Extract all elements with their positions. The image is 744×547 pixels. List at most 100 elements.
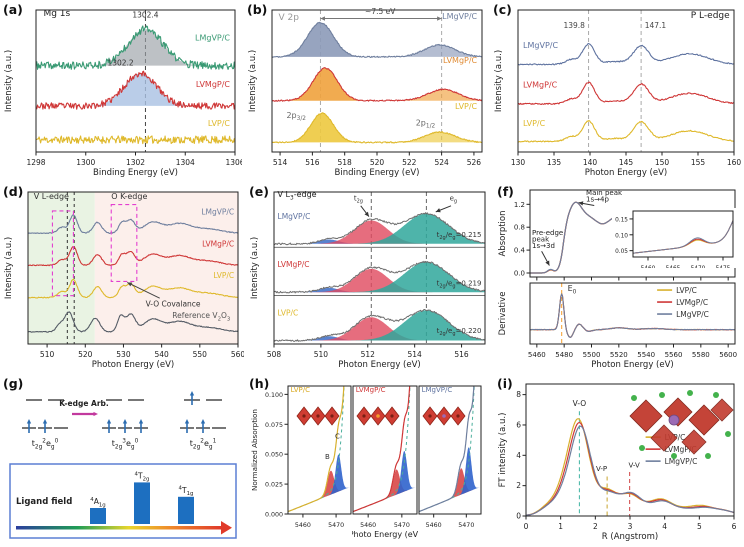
svg-text:5520: 5520 xyxy=(610,351,628,359)
svg-text:5460: 5460 xyxy=(360,522,376,529)
pre-edge-fit-lvpc: 5460 5470 0.000 0.025 0.050 0.075 0.100 Normali… xyxy=(250,385,352,529)
svg-text:Intensity (a.u.): Intensity (a.u.) xyxy=(248,50,258,112)
svg-text:LVP/C: LVP/C xyxy=(291,386,310,394)
panel-a: (a) 1298 1300 1302 1304 1306 Binding Energy (… xyxy=(2,2,242,182)
svg-text:516: 516 xyxy=(454,350,469,359)
svg-text:LVMgP/C: LVMgP/C xyxy=(278,260,310,269)
panel-i: (i) 0 1 2 3 4 5 6 0 2 4 6 8 R (Angstrom) FT intensity… xyxy=(496,376,742,546)
pre-edge-inset-chart: 5460 5465 5470 5475 0.05 0.10 0.15 xyxy=(612,208,736,268)
svg-text:t2g2eg0: t2g2eg0 xyxy=(32,439,59,451)
svg-text:5540: 5540 xyxy=(637,351,655,359)
panel-h: (h) 5460 5470 0.000 0.025 0.050 0.075 0.100 Nor… xyxy=(248,376,492,546)
panel-letter-h: (h) xyxy=(249,376,270,391)
svg-text:Main peak: Main peak xyxy=(586,189,623,197)
panel-letter-d: (d) xyxy=(3,184,24,199)
svg-text:0.075: 0.075 xyxy=(265,422,283,429)
svg-text:LMgVP/C: LMgVP/C xyxy=(201,208,234,217)
svg-text:B: B xyxy=(325,453,330,461)
svg-text:5460: 5460 xyxy=(528,351,546,359)
svg-text:Photo Energy (eV): Photo Energy (eV) xyxy=(352,530,418,539)
svg-text:E0: E0 xyxy=(568,284,577,295)
svg-text:Photon Energy (eV): Photon Energy (eV) xyxy=(338,360,420,370)
svg-text:5580: 5580 xyxy=(692,351,710,359)
panel-f: (f) 0.0 0.4 0.8 1.2 Absorption Pre-edge peak 1s… xyxy=(496,184,742,374)
svg-text:560: 560 xyxy=(231,350,244,359)
svg-text:Ligand field: Ligand field xyxy=(16,497,72,507)
svg-text:516: 516 xyxy=(305,158,320,167)
svg-text:V-V: V-V xyxy=(629,461,640,469)
svg-text:LMgVP/C: LMgVP/C xyxy=(442,12,477,21)
svg-text:Binding Energy (eV): Binding Energy (eV) xyxy=(93,168,178,178)
svg-text:2p3/2: 2p3/2 xyxy=(286,111,306,122)
svg-text:0.10: 0.10 xyxy=(615,233,628,239)
svg-text:3: 3 xyxy=(628,522,633,531)
panel-letter-e: (e) xyxy=(249,184,269,199)
svg-text:1s→3d: 1s→3d xyxy=(532,242,555,250)
svg-text:5465: 5465 xyxy=(666,266,681,268)
vo6-cluster-icon xyxy=(422,406,466,426)
svg-text:~7.5 eV: ~7.5 eV xyxy=(365,7,396,16)
svg-text:135: 135 xyxy=(547,158,562,167)
xanes-derivative-chart: 5460 5480 5500 5520 5540 5560 5580 5600 Photon E… xyxy=(498,282,737,370)
p-ledge-chart: 130 135 140 145 150 155 160 Photon Energy (eV) I… xyxy=(494,9,742,178)
svg-text:t2g/eg=0.215: t2g/eg=0.215 xyxy=(437,231,482,241)
panel-d: (d) 510 520 530 540 550 560 Photon Energy (eV)… xyxy=(2,184,244,374)
svg-text:Photon Energy (eV): Photon Energy (eV) xyxy=(92,360,174,370)
svg-text:LVMgP/C: LVMgP/C xyxy=(202,240,234,249)
svg-text:LVP/C: LVP/C xyxy=(676,286,697,295)
svg-text:150: 150 xyxy=(655,158,670,167)
svg-text:1298: 1298 xyxy=(26,158,45,167)
svg-text:LMgVP/C: LMgVP/C xyxy=(523,41,558,50)
pre-edge-fit-lmgvpc: 5460 5470 LMgVP/C xyxy=(418,385,482,529)
svg-text:0.100: 0.100 xyxy=(265,392,283,399)
svg-text:t2g3eg0: t2g3eg0 xyxy=(112,439,139,451)
svg-text:1304: 1304 xyxy=(176,158,195,167)
svg-text:LVMgP/C: LVMgP/C xyxy=(356,386,386,394)
svg-text:4T2g: 4T2g xyxy=(135,471,150,482)
svg-text:LVMgP/C: LVMgP/C xyxy=(523,80,558,89)
svg-text:0.050: 0.050 xyxy=(265,452,283,459)
svg-text:LVMgP/C: LVMgP/C xyxy=(676,298,708,307)
svg-text:Reference V2O3: Reference V2O3 xyxy=(172,311,230,322)
mg1s-xps-chart: 1298 1300 1302 1304 1306 Binding Energy (eV) I… xyxy=(4,9,242,178)
svg-text:550: 550 xyxy=(193,350,208,359)
panel-letter-b: (b) xyxy=(247,2,268,17)
svg-text:1: 1 xyxy=(558,522,563,531)
svg-text:LVP/C: LVP/C xyxy=(213,271,234,280)
svg-text:LMgVP/C: LMgVP/C xyxy=(278,212,311,221)
svg-text:V L-edge: V L-edge xyxy=(34,192,69,201)
vo6-cluster-icon xyxy=(356,406,400,426)
crystal-structure-inset xyxy=(629,390,734,459)
panel-g: (g) t2g2eg0 t2g3eg0 t2g2eg1 K-edge Arb. Liga… xyxy=(2,376,244,546)
svg-text:V-P: V-P xyxy=(596,465,607,473)
svg-text:5470: 5470 xyxy=(458,522,474,529)
svg-text:FT intensity (a.u.): FT intensity (a.u.) xyxy=(498,413,508,488)
v-ledge-o-kedge-chart: 510 520 530 540 550 560 Photon Energy (eV) Inte… xyxy=(4,191,244,370)
svg-text:2p1/2: 2p1/2 xyxy=(416,118,436,129)
svg-text:t2g: t2g xyxy=(354,195,363,205)
svg-text:LMgVP/C: LMgVP/C xyxy=(422,386,453,394)
svg-text:R (Angstrom): R (Angstrom) xyxy=(602,532,658,542)
svg-text:160: 160 xyxy=(727,158,742,167)
svg-text:Intensity (a.u.): Intensity (a.u.) xyxy=(4,237,14,299)
svg-text:Absorption: Absorption xyxy=(498,210,508,256)
svg-text:6: 6 xyxy=(732,522,737,531)
svg-text:5460: 5460 xyxy=(426,522,442,529)
svg-text:LVP/C: LVP/C xyxy=(455,102,478,111)
svg-text:522: 522 xyxy=(402,158,417,167)
svg-text:1302: 1302 xyxy=(126,158,145,167)
svg-text:K-edge Arb.: K-edge Arb. xyxy=(59,399,109,408)
svg-text:peak: peak xyxy=(532,236,550,244)
svg-text:0.000: 0.000 xyxy=(265,512,283,519)
svg-text:130: 130 xyxy=(511,158,526,167)
svg-text:0.15: 0.15 xyxy=(615,217,628,223)
svg-text:5: 5 xyxy=(697,522,702,531)
svg-text:Photon Energy (eV): Photon Energy (eV) xyxy=(591,360,673,370)
svg-text:4A1g: 4A1g xyxy=(90,497,105,508)
svg-text:6: 6 xyxy=(516,420,521,429)
svg-text:524: 524 xyxy=(434,158,449,167)
svg-text:0: 0 xyxy=(524,522,529,531)
svg-text:5470: 5470 xyxy=(328,522,344,529)
svg-text:4: 4 xyxy=(662,522,667,531)
